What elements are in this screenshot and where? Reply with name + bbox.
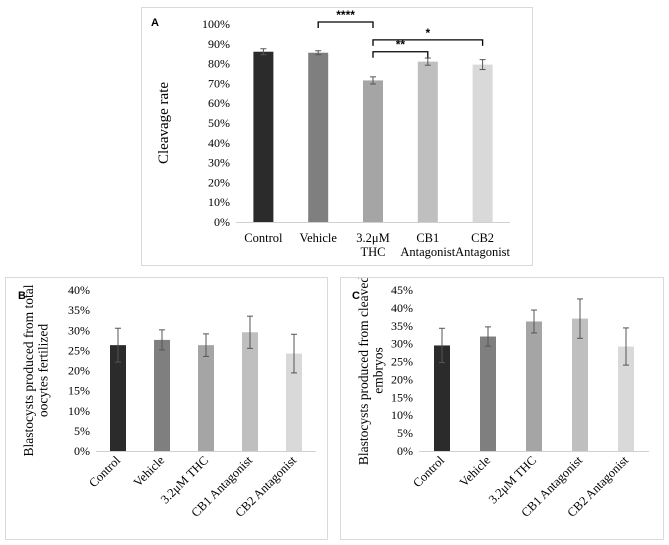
- panel-b-ytick: 5%: [74, 424, 90, 438]
- panel-b-bar: [154, 339, 170, 451]
- panel-c-category-label: Vehicle: [457, 453, 494, 490]
- panel-a-bar: [253, 51, 274, 222]
- chart-c: C 0% 5% 10% 15% 20% 25% 30% 35% 40% 45% Blastocyst…: [352, 278, 649, 520]
- panel-b-bar: [198, 345, 214, 451]
- panel-c-ytick: 0%: [397, 444, 413, 458]
- panel-a-ytick: 10%: [208, 195, 230, 209]
- panel-a-significance-label: **: [396, 38, 406, 52]
- panel-b-ytick: 40%: [68, 283, 90, 297]
- panel-a-significance-bracket: [372, 51, 429, 58]
- panel-a-ytick: 100%: [202, 17, 230, 31]
- panel-a-category-label: THC: [361, 245, 386, 259]
- panel-c-ylabel: embryos: [371, 347, 386, 394]
- panel-b-ytick: 25%: [68, 343, 90, 357]
- panel-c-ytick: 30%: [391, 337, 413, 351]
- panel-c-letter: C: [352, 290, 360, 302]
- panel-a-ytick: 20%: [208, 175, 230, 189]
- panel-b-letter: B: [18, 290, 26, 302]
- chart-a: A 0% 10% 20% 30% 40% 50% 60% 70% 80% 90% 100% Cleav…: [151, 8, 511, 259]
- panel-a-significance-label: *: [425, 26, 430, 40]
- panel-b-ytick: 0%: [74, 444, 90, 458]
- panel-a-ytick: 80%: [208, 57, 230, 71]
- panel-b-bar: [286, 353, 302, 451]
- panel-a-ytick: 0%: [214, 215, 230, 229]
- panel-a-ytick: 40%: [208, 136, 230, 150]
- panel-a-category-label: 3.2μM: [356, 231, 389, 245]
- panel-a-category-label: CB2: [471, 231, 494, 245]
- panel-a-letter: A: [151, 17, 159, 29]
- panel-b-bar: [110, 345, 126, 451]
- panel-a-significance-bracket: [372, 39, 484, 46]
- panel-c-ytick: 5%: [397, 426, 413, 440]
- panel-c-ytick: 15%: [391, 390, 413, 404]
- panel-a-bar: [472, 64, 493, 222]
- panel-a: A 0% 10% 20% 30% 40% 50% 60% 70% 80% 90% 100% Cleav…: [141, 7, 533, 266]
- panel-b-ytick: 15%: [68, 384, 90, 398]
- panel-a-category-label: CB1: [416, 231, 439, 245]
- panel-c-ytick: 20%: [391, 372, 413, 386]
- panel-c-ytick: 25%: [391, 355, 413, 369]
- panel-a-category-label: Antagonist: [455, 245, 510, 259]
- panel-a-ytick: 30%: [208, 156, 230, 170]
- chart-b: B 0% 5% 10% 15% 20% 25% 30% 35% 40% Blastocysts p…: [18, 283, 316, 520]
- panel-b-ylabel: oocytes fertilized: [36, 324, 51, 418]
- panel-c-ylabel: Blastocysts produced from cleaved: [356, 278, 371, 465]
- panel-a-ytick: 50%: [208, 116, 230, 130]
- panel-b-ytick: 10%: [68, 404, 90, 418]
- panel-c-bar: [434, 345, 450, 451]
- panel-a-significance-label: ****: [336, 8, 355, 22]
- panel-c-category-label: Control: [410, 453, 447, 490]
- panel-b-bar: [242, 332, 258, 451]
- panel-a-ytick: 90%: [208, 37, 230, 51]
- panel-a-ylabel: Cleavage rate: [156, 82, 172, 164]
- panel-a-ytick: 60%: [208, 96, 230, 110]
- panel-a-category-label: Vehicle: [299, 231, 337, 245]
- panel-b-ytick: 30%: [68, 323, 90, 337]
- panel-a-bar: [308, 52, 329, 223]
- panel-b-category-label: Control: [86, 453, 123, 490]
- panel-c-ytick: 35%: [391, 319, 413, 333]
- panel-c-bar: [572, 318, 588, 451]
- panel-a-category-label: Antagonist: [400, 245, 455, 259]
- panel-a-ytick: 70%: [208, 76, 230, 90]
- panel-a-significance-bracket: [317, 21, 374, 29]
- panel-c-bar: [618, 346, 634, 451]
- panel-b: B 0% 5% 10% 15% 20% 25% 30% 35% 40% Blastocysts p…: [5, 277, 328, 540]
- panel-c-bar: [526, 321, 542, 451]
- panel-b-ytick: 35%: [68, 303, 90, 317]
- panel-c-ytick: 10%: [391, 408, 413, 422]
- panel-b-ylabel: Blastocysts produced from total: [21, 284, 36, 456]
- panel-c-ytick: 45%: [391, 283, 413, 297]
- panel-a-bar: [417, 61, 438, 223]
- panel-a-bar: [363, 80, 383, 223]
- panel-c-bar: [480, 336, 496, 451]
- panel-a-category-label: Control: [244, 231, 283, 245]
- panel-c-ytick: 40%: [391, 301, 413, 315]
- panel-c: C 0% 5% 10% 15% 20% 25% 30% 35% 40% 45% Blastocyst…: [340, 277, 664, 540]
- panel-b-ytick: 20%: [68, 364, 90, 378]
- panel-b-category-label: Vehicle: [131, 453, 168, 490]
